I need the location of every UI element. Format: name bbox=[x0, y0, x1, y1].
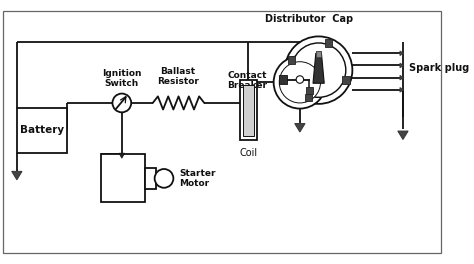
Bar bbox=[243, 85, 254, 136]
Bar bbox=[101, 154, 145, 202]
Polygon shape bbox=[12, 171, 22, 180]
Text: Coil: Coil bbox=[239, 148, 257, 158]
Circle shape bbox=[112, 93, 131, 112]
Circle shape bbox=[279, 62, 320, 103]
Polygon shape bbox=[119, 153, 125, 158]
Polygon shape bbox=[313, 53, 324, 83]
Polygon shape bbox=[400, 87, 404, 92]
Bar bbox=[342, 76, 350, 84]
Polygon shape bbox=[295, 124, 305, 132]
Bar bbox=[240, 81, 257, 140]
Circle shape bbox=[285, 36, 352, 104]
Text: Spark plug: Spark plug bbox=[409, 63, 469, 73]
Circle shape bbox=[273, 56, 326, 109]
Circle shape bbox=[296, 76, 304, 83]
Bar bbox=[17, 108, 67, 153]
Text: Ballast
Resistor: Ballast Resistor bbox=[157, 67, 199, 86]
Bar bbox=[279, 75, 287, 84]
Polygon shape bbox=[400, 75, 404, 80]
Bar bbox=[306, 87, 313, 93]
Bar bbox=[145, 168, 156, 189]
Polygon shape bbox=[398, 131, 408, 139]
Text: Distributor  Cap: Distributor Cap bbox=[265, 14, 353, 24]
Bar bbox=[325, 39, 332, 47]
Text: Contact
Breaker: Contact Breaker bbox=[228, 71, 267, 90]
Circle shape bbox=[292, 43, 346, 97]
Polygon shape bbox=[400, 51, 404, 56]
Bar bbox=[316, 51, 321, 57]
Polygon shape bbox=[400, 63, 404, 68]
Bar bbox=[288, 56, 295, 64]
Circle shape bbox=[155, 169, 173, 188]
Text: Starter
Motor: Starter Motor bbox=[179, 169, 216, 188]
Text: Ignition
Switch: Ignition Switch bbox=[102, 69, 142, 88]
Bar bbox=[305, 94, 312, 101]
Text: Battery: Battery bbox=[20, 125, 64, 135]
